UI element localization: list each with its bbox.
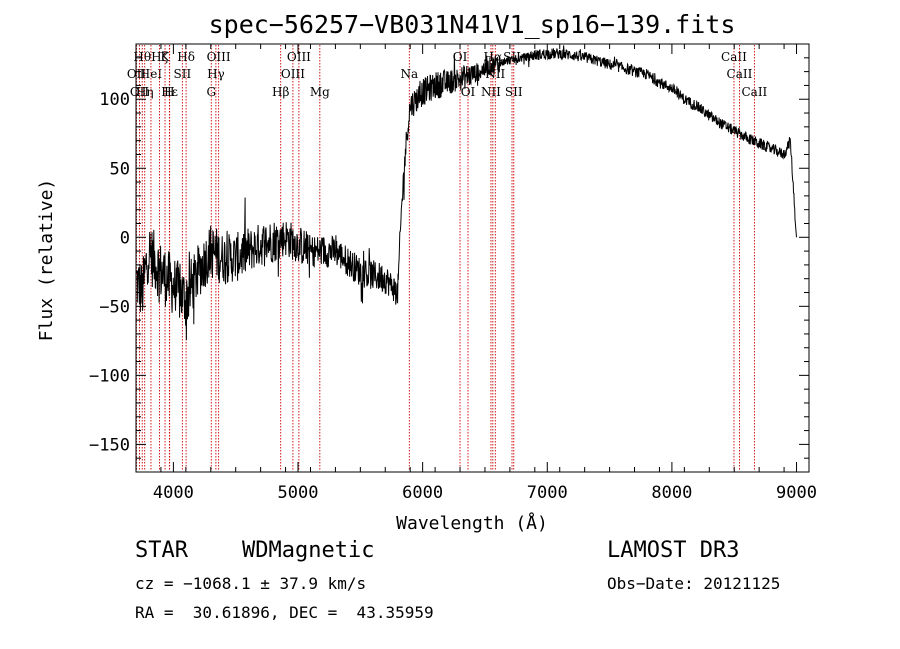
line-label: Mg	[310, 85, 330, 99]
y-tick-label: −150	[89, 435, 130, 455]
line-label: H	[164, 85, 174, 99]
x-axis-label: Wavelength (Å)	[396, 512, 548, 534]
plot-frame	[135, 43, 810, 473]
line-label: HeI	[140, 67, 163, 81]
survey-name: LAMOST DR3	[607, 538, 740, 563]
x-tick-label: 9000	[776, 483, 817, 503]
line-label: Hη	[136, 85, 154, 99]
line-label: OIII	[207, 50, 231, 64]
x-tick-label: 8000	[651, 483, 692, 503]
line-label: OI	[453, 50, 468, 64]
y-tick-label: −50	[99, 297, 130, 317]
y-axis-label: Flux (relative)	[36, 179, 57, 342]
line-label: NII	[481, 85, 501, 99]
observation-date: Obs−Date: 20121125	[607, 574, 781, 593]
object-class: STAR	[135, 538, 188, 563]
redshift-cz: cz = −1068.1 ± 37.9 km/s	[135, 574, 367, 593]
line-label: Hβ	[272, 85, 289, 99]
y-tick-label: 100	[99, 90, 130, 110]
line-label: CaII	[741, 85, 767, 99]
object-subclass: WDMagnetic	[242, 538, 375, 563]
y-tick-label: −100	[89, 366, 130, 386]
line-label: OI	[461, 85, 476, 99]
flux-series	[136, 45, 797, 340]
flux-line	[136, 45, 797, 340]
line-label: CaII	[721, 50, 747, 64]
axes: 4000 5000 6000 7000 8000 9000 100 50 0 −50 −100 −15…	[89, 43, 817, 503]
line-label: SII	[505, 85, 523, 99]
y-tick-label: 50	[110, 159, 130, 179]
line-label: OII	[127, 67, 147, 81]
chart-title: spec−56257−VB031N41V1_sp16−139.fits	[209, 10, 736, 39]
line-label: CaII	[727, 67, 753, 81]
x-tick-label: 6000	[402, 483, 443, 503]
line-label: OIII	[287, 50, 311, 64]
line-label: Hδ	[177, 50, 195, 64]
line-label: Hε	[161, 85, 178, 99]
line-label: K	[161, 50, 171, 64]
line-label: SII	[174, 67, 192, 81]
line-label: G	[206, 85, 216, 99]
line-label: Hθ	[133, 50, 151, 64]
line-label: Hζ	[151, 50, 168, 64]
x-tick-label: 7000	[527, 483, 568, 503]
x-tick-label: 4000	[153, 483, 194, 503]
x-tick-label: 5000	[278, 483, 319, 503]
line-label: OIII	[281, 67, 305, 81]
sky-coordinates: RA = 30.61896, DEC = 43.35959	[135, 603, 434, 622]
line-label: Na	[400, 67, 418, 81]
line-label: Hγ	[207, 67, 225, 81]
y-tick-label: 0	[120, 228, 130, 248]
